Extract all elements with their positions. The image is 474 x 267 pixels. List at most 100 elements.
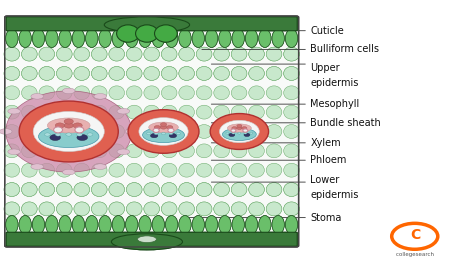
Ellipse shape — [155, 25, 177, 42]
Ellipse shape — [91, 202, 107, 216]
Ellipse shape — [39, 66, 55, 80]
Ellipse shape — [117, 149, 129, 155]
Ellipse shape — [231, 163, 247, 177]
Ellipse shape — [266, 66, 282, 80]
Ellipse shape — [46, 29, 58, 48]
Ellipse shape — [222, 128, 256, 140]
Ellipse shape — [75, 127, 84, 133]
Ellipse shape — [161, 202, 177, 216]
Ellipse shape — [205, 215, 218, 234]
Ellipse shape — [232, 215, 245, 234]
Ellipse shape — [196, 47, 212, 61]
Ellipse shape — [243, 129, 248, 132]
Ellipse shape — [266, 105, 282, 119]
Ellipse shape — [127, 163, 142, 177]
Ellipse shape — [231, 202, 247, 216]
Ellipse shape — [86, 29, 98, 48]
Circle shape — [160, 125, 167, 129]
Ellipse shape — [144, 124, 159, 138]
Ellipse shape — [21, 66, 37, 80]
Ellipse shape — [74, 105, 90, 119]
Ellipse shape — [214, 47, 229, 61]
FancyBboxPatch shape — [6, 17, 297, 31]
Ellipse shape — [152, 29, 164, 48]
Circle shape — [66, 133, 72, 136]
Ellipse shape — [139, 29, 151, 48]
Ellipse shape — [246, 29, 258, 48]
Ellipse shape — [109, 183, 125, 197]
Ellipse shape — [168, 128, 174, 132]
Ellipse shape — [214, 86, 229, 100]
Ellipse shape — [56, 47, 72, 61]
Ellipse shape — [112, 215, 125, 234]
Ellipse shape — [285, 29, 298, 48]
Ellipse shape — [109, 144, 125, 158]
Ellipse shape — [214, 202, 229, 216]
Ellipse shape — [196, 66, 212, 80]
Ellipse shape — [86, 215, 98, 234]
Ellipse shape — [152, 215, 164, 234]
Ellipse shape — [192, 215, 204, 234]
Ellipse shape — [19, 215, 31, 234]
Ellipse shape — [6, 215, 18, 234]
Ellipse shape — [4, 124, 20, 138]
Ellipse shape — [196, 86, 212, 100]
Circle shape — [250, 132, 253, 134]
Ellipse shape — [0, 129, 12, 134]
Circle shape — [64, 119, 73, 124]
Ellipse shape — [266, 47, 282, 61]
Ellipse shape — [161, 183, 177, 197]
Ellipse shape — [74, 202, 90, 216]
Ellipse shape — [139, 29, 151, 48]
Ellipse shape — [109, 66, 125, 80]
Ellipse shape — [285, 29, 298, 48]
Ellipse shape — [31, 93, 44, 99]
Ellipse shape — [91, 47, 107, 61]
Ellipse shape — [144, 183, 159, 197]
Ellipse shape — [283, 66, 300, 80]
Ellipse shape — [161, 47, 177, 61]
Ellipse shape — [214, 183, 229, 197]
Ellipse shape — [127, 202, 142, 216]
Ellipse shape — [56, 86, 72, 100]
Ellipse shape — [117, 25, 139, 42]
Circle shape — [147, 132, 151, 135]
Ellipse shape — [56, 105, 72, 119]
Ellipse shape — [144, 202, 159, 216]
Ellipse shape — [126, 215, 138, 234]
Circle shape — [166, 125, 173, 129]
Ellipse shape — [219, 215, 231, 234]
Circle shape — [154, 132, 158, 135]
Ellipse shape — [144, 163, 159, 177]
Ellipse shape — [86, 215, 98, 234]
Ellipse shape — [99, 29, 111, 48]
Ellipse shape — [47, 118, 90, 133]
Circle shape — [55, 123, 64, 128]
Ellipse shape — [59, 215, 71, 234]
Ellipse shape — [127, 124, 142, 138]
Ellipse shape — [109, 105, 125, 119]
Ellipse shape — [39, 47, 55, 61]
Ellipse shape — [72, 29, 84, 48]
Ellipse shape — [246, 215, 258, 234]
Ellipse shape — [231, 47, 247, 61]
Ellipse shape — [127, 66, 142, 80]
Text: Mesophyll: Mesophyll — [310, 99, 360, 109]
Circle shape — [162, 132, 165, 135]
Circle shape — [176, 132, 180, 135]
Ellipse shape — [99, 29, 111, 48]
Ellipse shape — [266, 183, 282, 197]
Text: Lower: Lower — [310, 175, 340, 185]
Ellipse shape — [59, 215, 71, 234]
Circle shape — [45, 133, 50, 136]
Text: epidermis: epidermis — [310, 190, 359, 200]
Ellipse shape — [205, 215, 218, 234]
Ellipse shape — [179, 144, 194, 158]
Ellipse shape — [112, 29, 125, 48]
Ellipse shape — [4, 47, 20, 61]
Ellipse shape — [117, 108, 129, 114]
Ellipse shape — [109, 86, 125, 100]
Ellipse shape — [196, 183, 212, 197]
Ellipse shape — [111, 234, 182, 250]
Ellipse shape — [63, 88, 75, 94]
